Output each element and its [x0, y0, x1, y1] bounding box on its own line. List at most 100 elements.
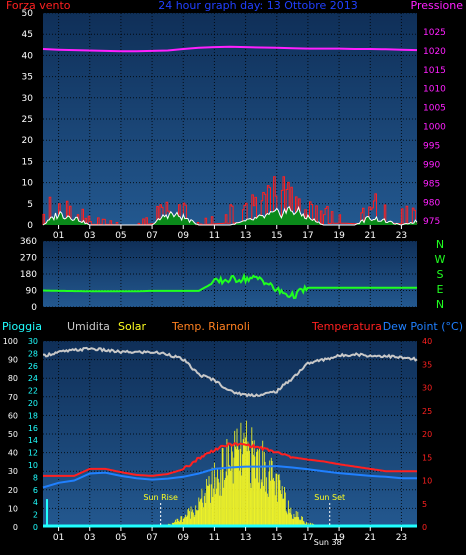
legend-temperatura: Temperatura [311, 320, 382, 333]
y-tick-label-pressure: 1015 [423, 66, 446, 76]
pressure-label: Pressione [411, 0, 464, 12]
marks-temperature: Sun Rise Sun Set Sun 38 [42, 346, 418, 547]
legend-solar: Solar [118, 320, 147, 333]
x-tick-label: 17 [302, 533, 313, 543]
y-tick-label-rain: 2 [33, 511, 38, 520]
y-tick-label-rain: 16 [28, 424, 38, 433]
y-tick-label-temperature: 10 [422, 477, 432, 486]
series-temperature [43, 442, 417, 477]
legend-dew-point: Dew Point (°C) [383, 320, 463, 333]
x-tick-label: 23 [396, 231, 407, 241]
x-tick-label: 15 [271, 533, 282, 543]
x-tick-label: 03 [84, 533, 95, 543]
y-tick-label-pressure: 1000 [423, 123, 446, 133]
y-tick-label-rain: 26 [28, 362, 38, 371]
y-tick-label-rain: 28 [28, 349, 38, 358]
y-tick-label-rain: 4 [33, 498, 38, 507]
y-tick-label-rain: 22 [28, 387, 38, 396]
series-gust-line [42, 205, 418, 226]
y-tick-label-wind: 25 [22, 115, 33, 125]
y-tick-label-humidity: 90 [8, 356, 18, 365]
y-tick-label-wind: 30 [22, 94, 34, 104]
legend-temp-riarnoli: Temp. Riarnoli [171, 320, 250, 333]
sun-38-label: Sun 38 [314, 538, 342, 547]
wind-strength-label: Forza vento [6, 0, 71, 12]
x-tick-label: 11 [209, 231, 220, 241]
x-tick-label: 07 [146, 231, 157, 241]
y-tick-label-pressure: 1020 [423, 47, 446, 57]
y-tick-label-wind: 50 [22, 9, 34, 19]
y-tick-label-humidity: 50 [8, 430, 18, 439]
y-tick-label-rain: 30 [28, 337, 38, 346]
wind-pressure-panel: 0510152025303540455097598098599099510001… [6, 0, 463, 241]
y-tick-label-direction: 90 [26, 287, 38, 297]
legend-umidita: Umidita [67, 320, 110, 333]
x-tick-label: 05 [115, 533, 126, 543]
y-tick-label-wind: 0 [27, 221, 33, 231]
sun-rise-label: Sun Rise [143, 493, 178, 502]
y-tick-label-direction: 180 [20, 270, 37, 280]
y-tick-label-humidity: 40 [8, 449, 18, 458]
y-tick-label-rain: 10 [28, 461, 38, 470]
y-tick-label-rain: 24 [28, 374, 38, 383]
y-tick-label-humidity: 10 [8, 504, 18, 513]
y-tick-label-wind: 10 [22, 179, 34, 189]
x-tick-label: 01 [53, 533, 64, 543]
grid-wind-direction [43, 240, 417, 308]
compass-label: S [437, 268, 444, 281]
chart-title: 24 hour graph day: 13 Ottobre 2013 [158, 0, 358, 12]
y-tick-label-humidity: 100 [3, 337, 18, 346]
y-tick-label-humidity: 60 [8, 411, 18, 420]
y-tick-label-temperature: 35 [422, 360, 432, 369]
y-tick-label-temperature: 15 [422, 453, 432, 462]
y-tick-label-pressure: 1010 [423, 85, 446, 95]
y-tick-label-wind: 5 [27, 200, 33, 210]
x-tick-label: 23 [396, 533, 407, 543]
x-tick-label: 01 [53, 231, 64, 241]
y-tick-label-temperature: 0 [422, 523, 427, 532]
y-tick-label-wind: 15 [22, 157, 33, 167]
y-tick-label-temperature: 30 [422, 384, 432, 393]
y-tick-label-rain: 0 [33, 523, 38, 532]
x-tick-label: 11 [209, 533, 220, 543]
y-tick-label-pressure: 985 [423, 179, 440, 189]
x-tick-label: 13 [240, 231, 251, 241]
compass-label: N [436, 238, 444, 251]
y-tick-label-temperature: 5 [422, 500, 427, 509]
y-tick-label-pressure: 975 [423, 217, 440, 227]
y-tick-label-rain: 14 [28, 436, 38, 445]
y-tick-label-humidity: 30 [8, 467, 18, 476]
y-tick-label-humidity: 70 [8, 393, 18, 402]
series-humidity [43, 346, 418, 398]
x-tick-label: 19 [333, 231, 345, 241]
ticks-wind-pressure: 0510152025303540455097598098599099510001… [22, 9, 447, 241]
x-tick-label: 09 [178, 231, 190, 241]
x-tick-label: 21 [365, 231, 376, 241]
y-tick-label-temperature: 40 [422, 337, 432, 346]
ticks-temperature: 0102030405060708090100024681012141618202… [3, 337, 432, 543]
y-tick-label-wind: 35 [22, 73, 33, 83]
y-tick-label-rain: 6 [33, 486, 38, 495]
compass-label: W [435, 253, 446, 266]
x-tick-label: 09 [178, 533, 190, 543]
compass-label: E [437, 283, 444, 296]
marks-wind-pressure [42, 45, 418, 226]
temperature-humidity-panel: Pioggia Umidita Solar Temp. Riarnoli Tem… [2, 320, 463, 547]
y-tick-label-wind: 45 [22, 30, 33, 40]
x-tick-label: 21 [365, 533, 376, 543]
y-tick-label-rain: 18 [28, 411, 38, 420]
y-tick-label-pressure: 990 [423, 160, 440, 170]
marks-wind-direction [43, 272, 417, 300]
y-tick-label-wind: 20 [22, 136, 34, 146]
x-tick-label: 13 [240, 533, 251, 543]
x-tick-label: 03 [84, 231, 95, 241]
y-tick-label-humidity: 20 [8, 486, 18, 495]
y-tick-label-rain: 12 [28, 449, 38, 458]
series-gust-area [43, 206, 417, 225]
y-tick-label-direction: 270 [20, 254, 37, 264]
y-tick-label-temperature: 25 [422, 407, 432, 416]
sun-set-label: Sun Set [314, 493, 345, 502]
y-tick-label-direction: 360 [20, 237, 37, 247]
